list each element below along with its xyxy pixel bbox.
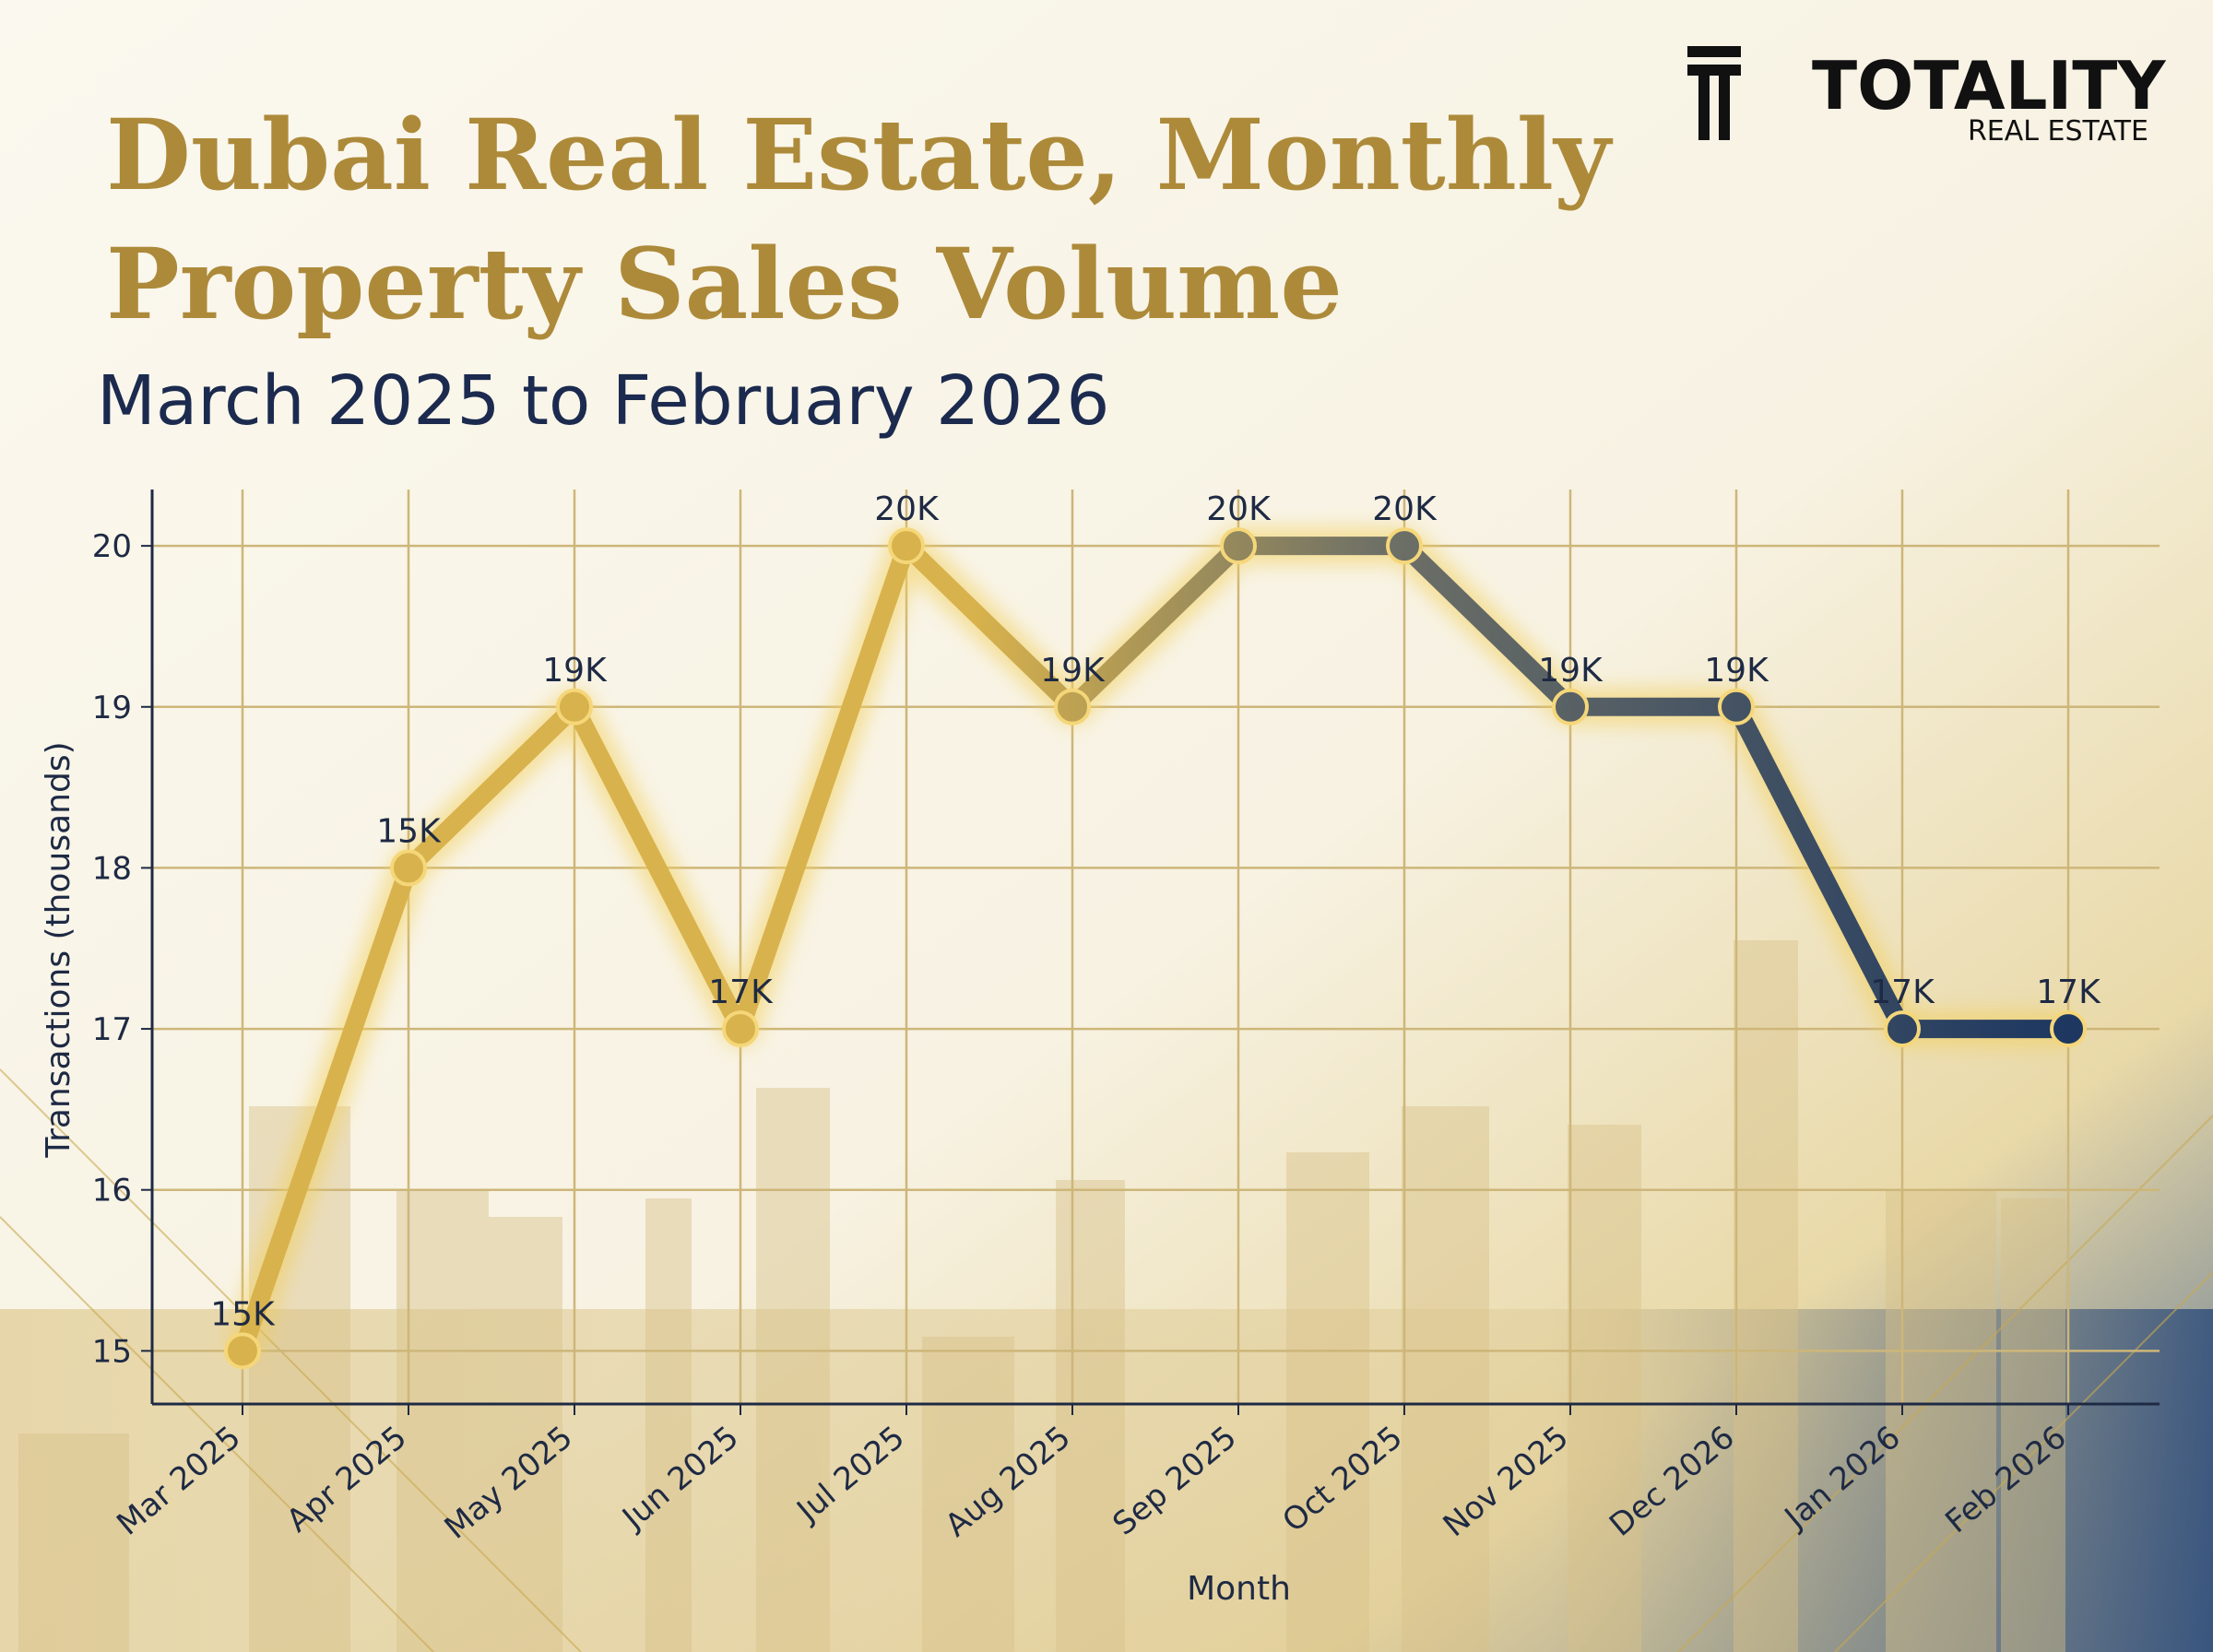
data-label: 15K (376, 812, 442, 850)
y-tick-label: 18 (92, 850, 132, 887)
point (556, 688, 593, 726)
y-tick-label: 16 (92, 1173, 132, 1210)
data-label: 15K (210, 1295, 276, 1333)
logo: TOTALITY REAL ESTATE (1687, 46, 2166, 148)
data-label: 19K (542, 652, 608, 690)
point (722, 1010, 759, 1048)
data-label: 17K (1870, 974, 1935, 1011)
decor-lines (0, 1068, 2213, 1652)
y-tick-label: 15 (92, 1333, 132, 1370)
data-label: 20K (1206, 490, 1272, 528)
y-axis-label: Transactions (thousands) (40, 741, 77, 1158)
brand-tagline: REAL ESTATE (1968, 115, 2148, 148)
data-label: 19K (1040, 652, 1106, 690)
line (233, 537, 2077, 1361)
point (1552, 688, 1589, 726)
x-axis-label: Month (1187, 1570, 1291, 1608)
data-label: 17K (708, 974, 774, 1011)
point (888, 527, 925, 565)
point (2050, 1010, 2087, 1048)
point (1884, 1010, 1921, 1048)
y-tick-label: 19 (92, 690, 132, 726)
skyline (18, 940, 2065, 1652)
data-label: 19K (1704, 652, 1769, 690)
data-label: 19K (1538, 652, 1604, 690)
point (1718, 688, 1755, 726)
logo-mark (1719, 65, 1730, 140)
y-tick-label: 17 (92, 1011, 132, 1048)
brand-name: TOTALITY (1812, 47, 2166, 124)
chart-title: Property Sales Volume (106, 226, 1343, 341)
data-label: 17K (2036, 974, 2101, 1011)
point (1054, 688, 1091, 726)
data-label: 20K (1372, 490, 1438, 528)
chart-subtitle: March 2025 to February 2026 (97, 361, 1110, 441)
point (390, 849, 427, 887)
point (1386, 527, 1423, 565)
point (1220, 527, 1257, 565)
point (224, 1332, 261, 1370)
y-tick-label: 20 (92, 528, 132, 565)
data-label: 20K (874, 490, 940, 528)
logo-mark (1687, 46, 1741, 57)
chart-title: Dubai Real Estate, Monthly (106, 97, 1614, 212)
logo-mark (1698, 65, 1710, 140)
background-band (0, 1309, 2213, 1652)
logo-mark (1687, 65, 1741, 76)
